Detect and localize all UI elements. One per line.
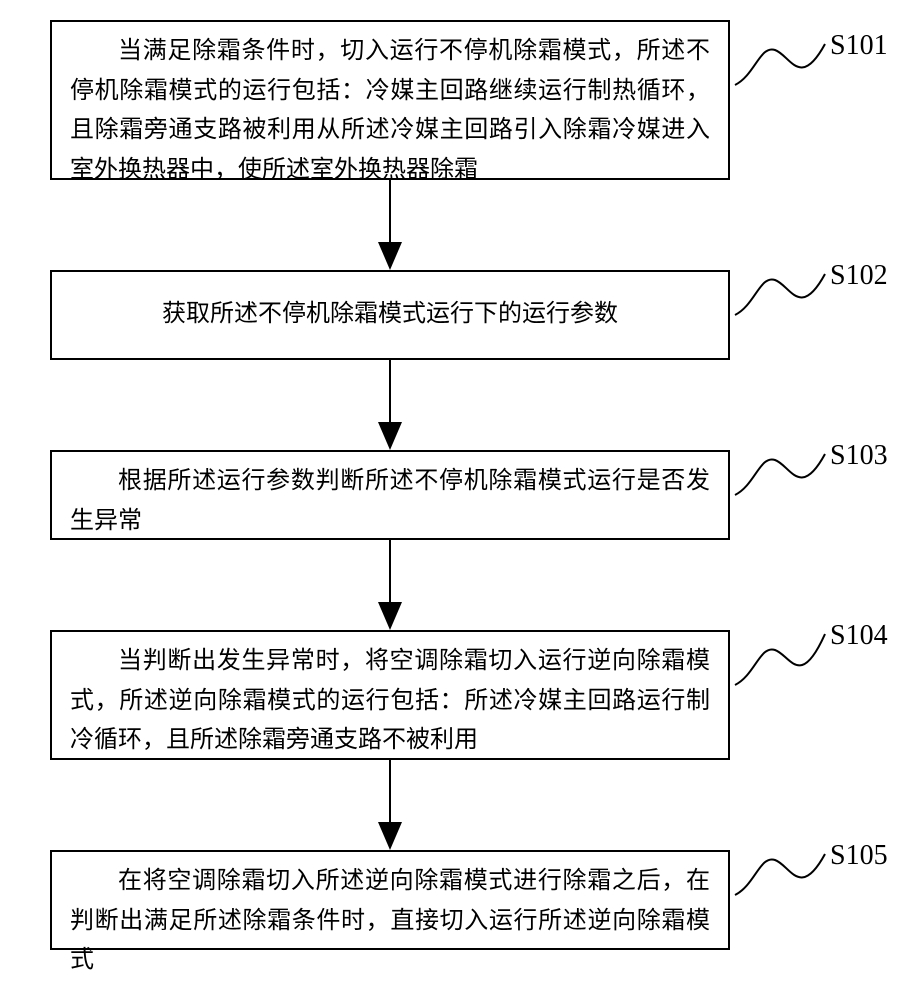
step-label-s104: S104 [830,620,888,652]
step-label-s103: S103 [830,440,888,472]
squiggle-s103 [735,454,825,495]
flow-node-s105-text: 在将空调除霜切入所述逆向除霜模式进行除霜之后，在判断出满足所述除霜条件时，直接切… [70,862,710,981]
squiggle-s104 [735,634,825,685]
flow-node-s104-text: 当判断出发生异常时，将空调除霜切入运行逆向除霜模式，所述逆向除霜模式的运行包括：… [70,642,710,761]
flow-node-s101-text: 当满足除霜条件时，切入运行不停机除霜模式，所述不停机除霜模式的运行包括：冷媒主回… [70,32,710,190]
flowchart-canvas: 当满足除霜条件时，切入运行不停机除霜模式，所述不停机除霜模式的运行包括：冷媒主回… [0,0,916,1000]
step-label-s101: S101 [830,30,888,62]
flow-node-s102-text: 获取所述不停机除霜模式运行下的运行参数 [70,295,710,335]
squiggle-s105 [735,854,825,895]
flow-node-s105: 在将空调除霜切入所述逆向除霜模式进行除霜之后，在判断出满足所述除霜条件时，直接切… [50,850,730,950]
step-label-s102: S102 [830,260,888,292]
squiggle-s102 [735,274,825,315]
step-label-s105: S105 [830,840,888,872]
flow-node-s103-text: 根据所述运行参数判断所述不停机除霜模式运行是否发生异常 [70,462,710,541]
flow-node-s103: 根据所述运行参数判断所述不停机除霜模式运行是否发生异常 [50,450,730,540]
squiggle-s101 [735,44,825,85]
flow-node-s101: 当满足除霜条件时，切入运行不停机除霜模式，所述不停机除霜模式的运行包括：冷媒主回… [50,20,730,180]
flow-node-s104: 当判断出发生异常时，将空调除霜切入运行逆向除霜模式，所述逆向除霜模式的运行包括：… [50,630,730,760]
flow-node-s102: 获取所述不停机除霜模式运行下的运行参数 [50,270,730,360]
